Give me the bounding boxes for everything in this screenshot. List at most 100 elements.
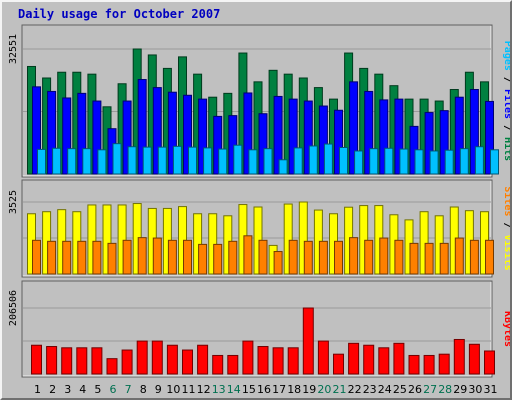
bottom-bar-kbytes-day-30 [468,343,480,375]
middle-bar-sites-day-27 [424,242,434,275]
top-bar-files-day-25 [394,98,404,175]
middle-bar-sites-day-22 [349,237,359,275]
top-bar-pages-day-8 [142,146,152,175]
middle-bar-sites-day-28 [439,242,449,275]
middle-bar-sites-day-9 [152,237,162,275]
x-tick-label-day-16: 16 [257,383,271,396]
bottom-bar-kbytes-day-19 [302,307,314,375]
middle-bar-sites-day-8 [137,237,147,275]
top-panel: 32551 Pages / Files / Hits [8,24,510,178]
middle-bar-visits-day-19 [298,201,308,275]
middle-legend-part-1: / [502,216,510,234]
middle-bar-visits-day-27 [419,211,429,275]
middle-bar-sites-day-19 [303,240,313,275]
middle-bar-sites-day-5 [92,240,102,275]
bottom-bar-kbytes-day-15 [242,340,254,375]
top-bar-pages-day-22 [354,150,364,175]
bottom-bar-kbytes-day-22 [348,342,360,375]
bottom-bar-kbytes-day-10 [166,344,178,375]
bottom-bar-kbytes-day-29 [453,338,465,375]
x-tick-label-day-14: 14 [227,383,241,396]
middle-legend-part-0: Sites [502,186,510,216]
bottom-bar-kbytes-day-31 [484,350,495,375]
chart-title: Daily usage for October 2007 [18,7,220,21]
top-bar-files-day-12 [198,98,208,175]
top-bar-files-day-13 [213,115,223,175]
bottom-bar-kbytes-day-6 [106,358,118,375]
x-tick-label-day-25: 25 [393,383,407,396]
top-bar-files-day-15 [243,92,253,175]
top-bar-files-day-27 [424,112,434,175]
top-bar-files-day-9 [152,87,162,175]
top-bar-pages-day-4 [82,148,92,175]
top-bar-files-day-23 [364,90,374,175]
top-bar-pages-day-18 [293,147,303,175]
middle-bar-sites-day-15 [243,235,253,275]
x-tick-label-day-28: 28 [438,383,452,396]
top-bar-pages-day-1 [37,148,46,175]
top-bar-files-day-1 [32,86,41,175]
top-bar-pages-day-15 [248,149,258,175]
x-tick-label-day-8: 8 [140,383,147,396]
bottom-bar-kbytes-day-9 [151,340,163,375]
bottom-bar-kbytes-day-12 [197,344,209,375]
bottom-bar-kbytes-day-17 [272,347,284,375]
bottom-bar-kbytes-day-20 [317,340,329,375]
top-legend-part-3: / [502,119,510,137]
top-bar-pages-day-31 [490,149,499,175]
middle-panel: 3525 Sites / Visits [8,179,510,278]
middle-bar-sites-day-1 [32,239,41,275]
top-bar-pages-day-29 [459,148,469,175]
x-tick-label-day-30: 30 [468,383,482,396]
x-tick-label-day-24: 24 [378,383,392,396]
middle-bar-sites-day-11 [183,239,192,275]
middle-bar-visits-day-7 [117,204,127,275]
bottom-bar-kbytes-day-14 [227,354,239,375]
middle-bar-sites-day-26 [409,242,419,275]
top-bar-files-day-19 [303,100,313,175]
top-bar-pages-day-16 [263,148,273,175]
bottom-bar-kbytes-day-16 [257,346,269,375]
bottom-bar-kbytes-day-3 [61,347,73,375]
middle-bar-sites-day-10 [167,239,177,275]
bottom-panel: 206506 KBytes [8,280,510,378]
top-bar-pages-day-7 [127,146,137,175]
top-bar-files-day-24 [379,99,389,175]
middle-bar-sites-day-14 [228,240,238,275]
bottom-bar-kbytes-day-5 [91,347,103,375]
top-bar-files-day-7 [122,100,132,175]
middle-bar-visits-day-23 [359,205,369,275]
bottom-ymax-label: 206506 [8,290,19,326]
middle-bar-sites-day-29 [454,237,464,275]
top-bar-pages-day-11 [188,146,197,175]
top-bar-files-day-4 [77,92,87,175]
x-tick-label-day-18: 18 [287,383,301,396]
top-bar-files-day-3 [62,97,72,175]
x-tick-label-day-20: 20 [317,383,331,396]
middle-bar-sites-day-12 [198,243,208,275]
top-bar-pages-day-30 [474,146,484,175]
top-bar-pages-day-25 [399,148,409,175]
middle-bar-sites-day-2 [47,240,57,275]
x-tick-label-day-9: 9 [155,383,162,396]
top-bar-pages-day-14 [233,144,243,175]
top-ymax-label: 32551 [8,34,19,64]
top-bar-pages-day-24 [384,147,394,175]
bottom-legend: KBytes [502,311,510,347]
middle-bar-sites-day-24 [379,237,389,275]
x-tick-label-day-3: 3 [64,383,71,396]
bottom-bar-kbytes-day-23 [363,344,375,375]
x-tick-label-day-12: 12 [197,383,211,396]
middle-bar-sites-day-30 [469,239,479,275]
top-bar-pages-day-26 [414,149,424,175]
top-bar-files-day-2 [47,90,57,175]
top-bar-files-day-21 [334,109,343,175]
top-bar-pages-day-20 [323,143,333,175]
bottom-bar-kbytes-day-26 [408,354,420,375]
x-tick-label-day-19: 19 [302,383,316,396]
x-tick-label-day-4: 4 [79,383,86,396]
bottom-bar-kbytes-day-21 [333,353,344,375]
middle-bar-sites-day-4 [77,240,87,275]
